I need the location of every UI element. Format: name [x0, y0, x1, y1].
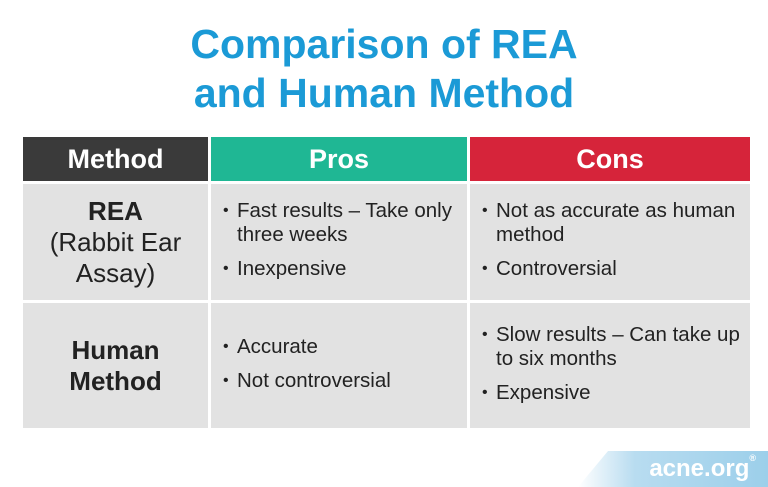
header-method: Method	[23, 137, 208, 181]
method-sub-line-2: Assay)	[75, 257, 156, 288]
cons-list-human: • Slow results – Can take up to six month…	[470, 323, 750, 405]
list-item-text: Controversial	[496, 257, 617, 280]
pros-list-human: • Accurate • Not controversial	[211, 335, 467, 393]
logo-text: acne.org	[649, 455, 750, 482]
table-row-rea: REA (Rabbit Ear Assay) • Fast results – T…	[23, 184, 750, 300]
list-item-text: Accurate	[237, 334, 318, 358]
bullet-icon: •	[223, 371, 229, 389]
header-cons: Cons	[470, 137, 750, 181]
comparison-table: Method Pros Cons REA (Rabbit Ear Assay) …	[20, 134, 753, 431]
list-item-text: Expensive	[496, 380, 591, 404]
method-name-human-line-1: Human	[71, 334, 160, 365]
bullet-icon: •	[482, 325, 488, 343]
list-item-text: Not as accurate as human method	[496, 199, 736, 246]
list-item: • Inexpensive	[223, 257, 457, 281]
cons-cell-rea: • Not as accurate as human method • Contro…	[470, 184, 750, 300]
table-row-human: Human Method • Accurate • Not controversia…	[23, 303, 750, 428]
method-name-rea: REA	[88, 195, 143, 226]
pros-list-rea: • Fast results – Take only three weeks • I…	[211, 199, 467, 281]
cons-cell-human: • Slow results – Can take up to six month…	[470, 303, 750, 428]
header-pros: Pros	[211, 137, 467, 181]
registered-mark: ®	[749, 453, 756, 463]
method-cell-human: Human Method	[23, 303, 208, 428]
list-item-text: Fast results – Take only three weeks	[237, 199, 452, 246]
list-item-text: Slow results – Can take up to six months	[496, 322, 740, 370]
list-item-text: Inexpensive	[237, 257, 347, 280]
method-sub-line-1: (Rabbit Ear	[49, 226, 182, 257]
list-item-text: Not controversial	[237, 368, 391, 392]
list-item: • Slow results – Can take up to six month…	[482, 323, 740, 371]
page-title: Comparison of REA and Human Method	[0, 20, 768, 118]
table-header-row: Method Pros Cons	[23, 137, 750, 181]
bullet-icon: •	[482, 260, 488, 277]
cons-list-rea: • Not as accurate as human method • Contro…	[470, 199, 750, 281]
title-line-2: and Human Method	[193, 70, 575, 116]
bullet-icon: •	[482, 202, 488, 219]
bullet-icon: •	[223, 202, 229, 219]
list-item: • Expensive	[482, 381, 740, 405]
acne-org-logo: acne.org®	[578, 451, 768, 487]
bullet-icon: •	[223, 337, 229, 355]
bullet-icon: •	[482, 383, 488, 401]
list-item: • Not controversial	[223, 369, 457, 393]
method-name-human-line-2: Method	[69, 365, 162, 396]
bullet-icon: •	[223, 260, 229, 277]
title-line-1: Comparison of REA	[190, 21, 578, 67]
list-item: • Not as accurate as human method	[482, 199, 740, 247]
list-item: • Controversial	[482, 257, 740, 281]
list-item: • Accurate	[223, 335, 457, 359]
list-item: • Fast results – Take only three weeks	[223, 199, 457, 247]
pros-cell-human: • Accurate • Not controversial	[211, 303, 467, 428]
method-cell-rea: REA (Rabbit Ear Assay)	[23, 184, 208, 300]
pros-cell-rea: • Fast results – Take only three weeks • I…	[211, 184, 467, 300]
